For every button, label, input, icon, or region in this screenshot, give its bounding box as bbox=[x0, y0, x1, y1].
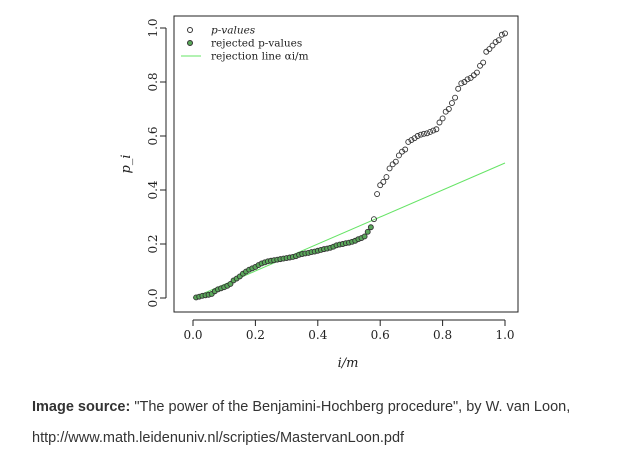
caption-url[interactable]: http://www.math.leidenuniv.nl/scripties/… bbox=[32, 430, 405, 446]
p-value-point bbox=[414, 133, 421, 139]
x-axis-label: i/m bbox=[338, 356, 359, 371]
legend-pvalue-marker bbox=[187, 27, 193, 33]
caption-text: "The power of the Benjamini-Hochberg pro… bbox=[130, 399, 571, 415]
p-value-point bbox=[492, 39, 499, 45]
p-value-point bbox=[477, 62, 483, 69]
rejected-p-value-point bbox=[367, 224, 374, 231]
y-axis-label: p_i bbox=[119, 155, 134, 174]
p-value-point bbox=[395, 152, 402, 159]
p-value-point bbox=[402, 146, 409, 153]
p-value-point bbox=[420, 130, 427, 137]
p-value-point bbox=[489, 42, 496, 49]
y-tick-label: 1.0 bbox=[146, 18, 160, 37]
legend-rejected-label: rejected p-values bbox=[211, 38, 302, 50]
p-value-point bbox=[380, 178, 387, 185]
p-value-point bbox=[430, 127, 437, 134]
p-value-point bbox=[377, 182, 384, 189]
p-value-point bbox=[486, 46, 493, 53]
p-value-point bbox=[433, 126, 440, 133]
points bbox=[193, 30, 508, 301]
legend-pvalues-label: p-values bbox=[211, 25, 256, 37]
p-value-point bbox=[439, 115, 446, 122]
p-value-point bbox=[436, 119, 443, 126]
x-tick-label: 0.2 bbox=[246, 328, 265, 342]
p-value-point bbox=[483, 48, 490, 55]
p-value-point bbox=[405, 138, 412, 145]
p-value-point bbox=[455, 85, 462, 92]
y-tick-label: 0.4 bbox=[146, 180, 160, 199]
p-value-point bbox=[502, 30, 508, 37]
x-tick-label: 0.6 bbox=[371, 328, 390, 342]
p-value-point bbox=[442, 108, 449, 115]
legend-rejected-marker bbox=[187, 40, 193, 46]
y-tick-label: 0.8 bbox=[146, 72, 160, 91]
p-value-point bbox=[458, 80, 465, 87]
p-value-point bbox=[470, 72, 477, 79]
x-tick-label: 0.0 bbox=[183, 328, 202, 342]
axes: 0.0 0.2 0.4 0.6 0.8 1.0 0.0 0.2 0.4 0.6 0.8 1.0 bbox=[146, 18, 515, 342]
p-value-point bbox=[449, 100, 455, 107]
p-value-point bbox=[495, 37, 502, 44]
p-value-point bbox=[461, 79, 468, 85]
y-tick-label: 0.6 bbox=[146, 126, 160, 145]
p-value-point bbox=[445, 106, 452, 112]
p-value-point bbox=[371, 216, 377, 223]
caption-label: Image source: bbox=[32, 399, 131, 415]
x-tick-label: 0.8 bbox=[433, 328, 452, 342]
x-tick-label: 0.4 bbox=[308, 328, 327, 342]
rejected-p-value-point bbox=[361, 233, 368, 240]
p-value-point bbox=[383, 174, 390, 180]
image-source-caption: Image source: "The power of the Benjamin… bbox=[32, 392, 632, 454]
legend: p-values rejected p-values rejection lin… bbox=[181, 25, 309, 63]
p-value-point bbox=[392, 158, 399, 165]
p-value-point bbox=[452, 94, 459, 101]
p-value-point bbox=[424, 130, 430, 137]
p-value-point bbox=[467, 74, 474, 81]
p-value-point bbox=[480, 59, 487, 66]
y-tick-label: 0.0 bbox=[146, 288, 160, 307]
p-value-point bbox=[408, 137, 415, 144]
p-value-point bbox=[386, 165, 393, 172]
p-value-point bbox=[389, 161, 396, 168]
rejected-p-value-point bbox=[364, 228, 371, 235]
p-value-point bbox=[473, 69, 480, 76]
p-value-point bbox=[464, 76, 471, 83]
x-tick-label: 1.0 bbox=[495, 328, 514, 342]
p-value-point bbox=[374, 191, 381, 198]
y-tick-label: 0.2 bbox=[146, 234, 160, 253]
plot-frame bbox=[173, 15, 519, 313]
p-value-point bbox=[498, 31, 505, 38]
scatter-chart: 0.0 0.2 0.4 0.6 0.8 1.0 0.0 0.2 0.4 0.6 0.8 1.0 p-v… bbox=[119, 15, 519, 371]
legend-line-label: rejection line αi/m bbox=[211, 51, 309, 63]
p-value-point bbox=[427, 128, 434, 135]
p-value-point bbox=[417, 131, 424, 138]
